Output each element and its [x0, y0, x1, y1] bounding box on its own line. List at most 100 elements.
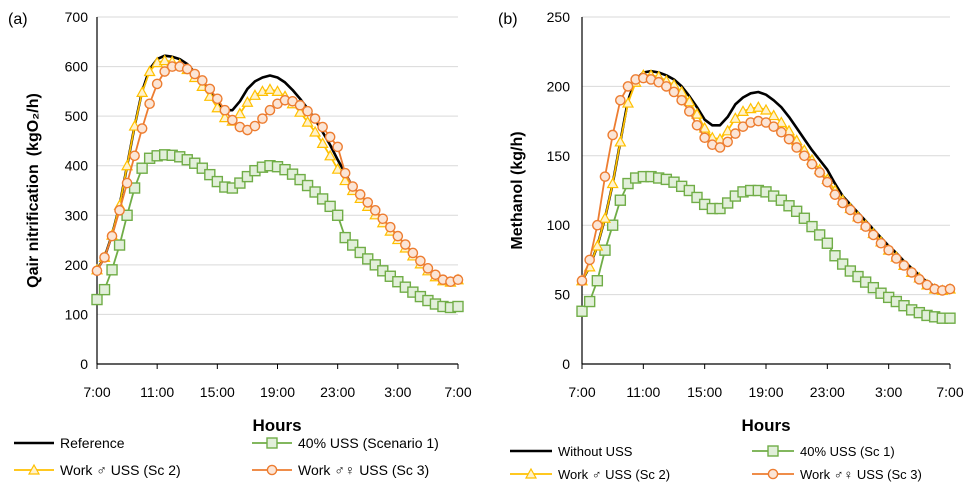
data-point [151, 78, 163, 90]
data-point [294, 99, 306, 111]
x-tick-label: 7:00 [568, 384, 595, 400]
data-point [430, 269, 441, 281]
data-point [699, 132, 710, 144]
data-point [339, 231, 351, 244]
legend-label: Work ♂ USS (Sc 2) [558, 467, 670, 482]
data-point [316, 193, 329, 205]
data-point [136, 162, 148, 174]
data-point [204, 83, 216, 95]
y-tick-label: 700 [65, 9, 89, 25]
data-point [339, 174, 352, 186]
data-point [113, 239, 126, 251]
data-point [599, 171, 611, 182]
data-point [196, 75, 208, 86]
legend-swatch-marker [767, 468, 779, 480]
data-point [114, 205, 125, 216]
data-point [385, 221, 396, 233]
y-axis-title-unit: (kgO₂/h) [25, 93, 42, 156]
data-point [98, 283, 111, 296]
series-3 [576, 72, 956, 296]
data-point [837, 197, 848, 209]
data-point [790, 205, 803, 218]
legend-swatch-marker [767, 445, 779, 457]
data-point [317, 121, 328, 133]
data-point [576, 275, 588, 287]
data-point [339, 167, 351, 179]
legend: Reference 40% USS (Scenario 1) Work ♂ USS … [14, 435, 439, 478]
data-point [621, 96, 635, 108]
data-point [607, 129, 618, 141]
panel-label: (b) [498, 11, 518, 28]
x-tick-label: 19:00 [748, 384, 783, 400]
legend-label: Reference [60, 435, 125, 451]
x-tick-label: 15:00 [687, 384, 722, 400]
x-tick-label: 11:00 [140, 384, 174, 400]
x-tick-label: 3:00 [875, 384, 902, 400]
data-point [196, 162, 208, 174]
data-point [129, 150, 140, 162]
data-point [212, 93, 223, 105]
data-point [606, 177, 619, 189]
data-point [799, 150, 810, 162]
data-point [347, 239, 359, 251]
data-point [714, 142, 726, 153]
data-point [309, 113, 321, 124]
data-point [813, 229, 826, 241]
data-point [944, 283, 956, 295]
x-tick-label: 23:00 [320, 384, 355, 400]
data-point [204, 168, 216, 181]
data-point [698, 121, 711, 133]
data-point [906, 267, 917, 278]
data-point [691, 119, 703, 131]
series-3 [91, 61, 464, 288]
data-point [324, 200, 336, 213]
data-point [668, 86, 680, 98]
data-point [875, 237, 887, 249]
y-tick-label: 200 [547, 78, 571, 94]
x-tick-label: 23:00 [810, 384, 845, 400]
data-point [592, 219, 603, 231]
data-point [264, 104, 276, 116]
data-point [791, 142, 802, 153]
data-point [241, 170, 254, 183]
panel-label: (a) [8, 11, 28, 28]
legend-label: Work ♂♀ USS (Sc 3) [800, 467, 922, 482]
data-point [891, 253, 902, 264]
data-point [362, 253, 374, 265]
data-point [798, 212, 811, 224]
data-point [684, 106, 695, 117]
data-point [181, 63, 193, 75]
x-axis-title: Hours [252, 416, 301, 435]
data-point [189, 68, 201, 80]
data-point [806, 158, 818, 170]
data-point [752, 100, 765, 112]
data-point [776, 126, 787, 138]
y-axis-title-main: Qair nitrification [25, 164, 42, 288]
data-point [591, 275, 604, 287]
legend-label: Work ♂♀ USS (Sc 3) [298, 462, 429, 478]
data-point [257, 113, 268, 124]
data-point [121, 159, 134, 171]
x-tick-label: 3:00 [384, 384, 411, 400]
data-point [249, 120, 261, 132]
data-point [219, 104, 231, 116]
data-point [868, 229, 879, 241]
data-point [400, 239, 411, 250]
y-tick-label: 0 [562, 356, 570, 372]
data-point [332, 141, 343, 153]
data-point [821, 237, 834, 249]
panel-b: 0 50 100 150 200 250 7:00 11:00 15:00 19:00 23:00 3… [498, 9, 964, 482]
data-point [829, 189, 841, 200]
data-point [452, 274, 464, 286]
y-tick-label: 0 [80, 356, 88, 372]
x-tick-label: 7:00 [936, 384, 963, 400]
x-tick-label: 15:00 [200, 384, 235, 400]
legend: Without USS 40% USS (Sc 1) Work ♂ USS (Sc … [510, 444, 922, 482]
legend-label: Work ♂ USS (Sc 2) [60, 462, 181, 478]
data-point [845, 204, 856, 216]
data-point [583, 295, 596, 308]
data-point [324, 131, 336, 143]
data-point [415, 255, 426, 267]
legend-label: 40% USS (Scenario 1) [298, 435, 439, 451]
data-point [136, 123, 148, 134]
